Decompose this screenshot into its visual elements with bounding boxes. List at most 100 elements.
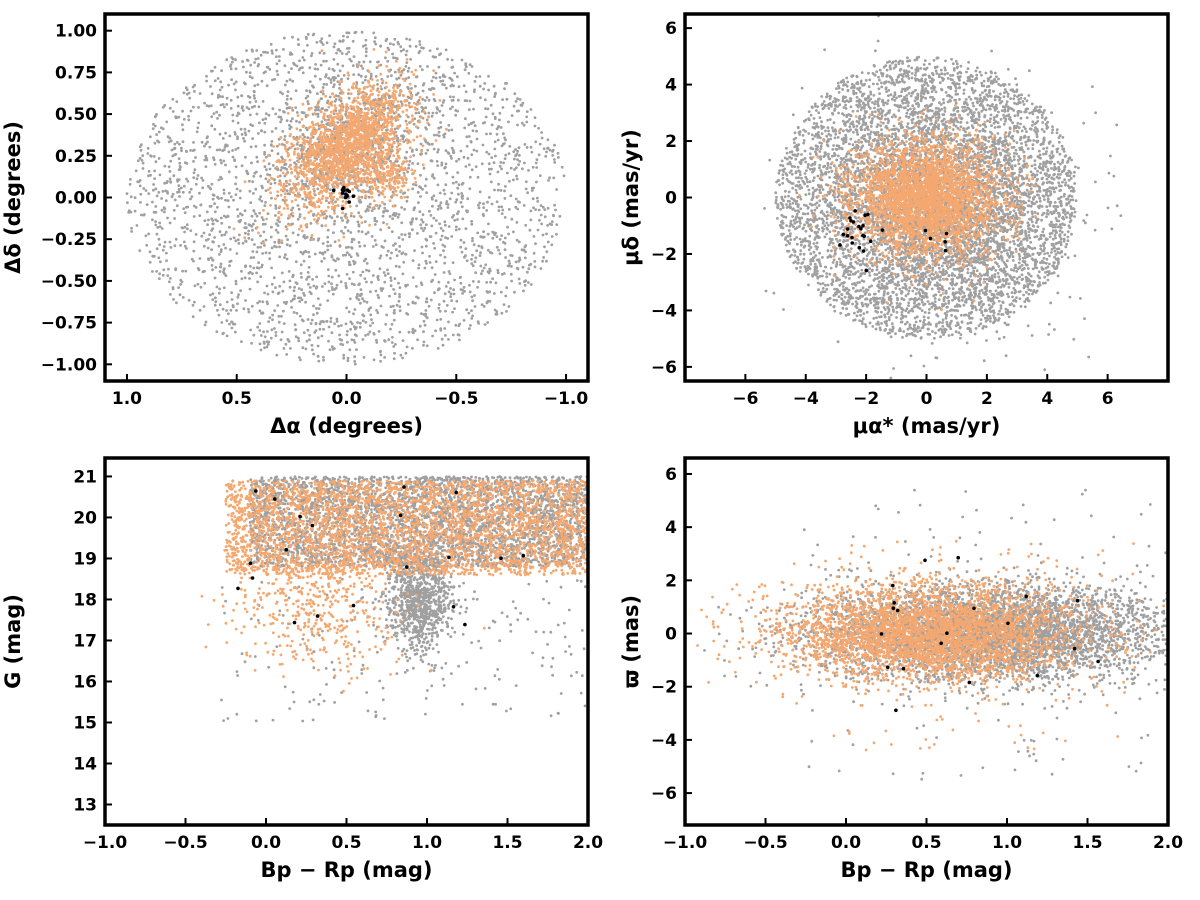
data-point xyxy=(438,99,442,102)
data-point xyxy=(248,223,252,227)
data-point xyxy=(397,70,401,74)
data-point xyxy=(299,250,303,254)
data-point xyxy=(325,118,328,122)
data-point xyxy=(280,239,283,243)
data-point xyxy=(151,127,155,130)
data-point xyxy=(253,243,256,246)
data-point xyxy=(386,249,390,253)
data-point xyxy=(375,341,379,344)
data-point xyxy=(418,95,422,99)
data-point xyxy=(337,47,341,51)
data-point xyxy=(468,327,471,330)
data-point xyxy=(324,209,328,213)
data-point xyxy=(378,126,382,129)
data-point xyxy=(274,334,278,337)
data-point xyxy=(318,327,322,331)
data-point xyxy=(263,130,267,134)
data-point xyxy=(250,214,254,218)
data-point xyxy=(562,174,566,178)
data-point xyxy=(415,75,419,79)
data-point xyxy=(330,103,333,107)
data-point xyxy=(324,136,328,140)
data-point xyxy=(404,119,408,123)
data-point xyxy=(470,65,474,68)
data-point xyxy=(230,298,234,301)
data-point xyxy=(276,144,279,148)
data-point xyxy=(294,328,298,331)
data-point xyxy=(383,280,387,284)
data-point xyxy=(405,108,409,112)
data-point xyxy=(321,92,325,96)
data-point xyxy=(311,84,314,88)
data-point xyxy=(513,92,517,96)
data-point xyxy=(366,172,370,176)
data-point xyxy=(291,211,294,215)
data-point xyxy=(477,206,481,210)
data-point xyxy=(303,203,306,206)
data-point xyxy=(370,209,374,213)
data-point xyxy=(361,270,365,274)
data-point xyxy=(408,235,411,239)
data-point xyxy=(346,340,349,344)
data-point xyxy=(154,205,158,208)
data-point xyxy=(470,295,474,299)
data-point xyxy=(247,271,251,275)
data-point xyxy=(283,83,287,87)
data-point xyxy=(319,214,322,217)
data-point xyxy=(300,147,304,150)
data-point xyxy=(339,106,343,109)
data-point xyxy=(383,138,387,142)
data-point xyxy=(503,87,506,91)
data-point xyxy=(403,207,406,211)
data-point xyxy=(211,258,215,262)
data-point xyxy=(284,342,288,346)
data-point xyxy=(357,63,360,67)
data-point xyxy=(369,118,373,122)
data-point xyxy=(503,189,506,193)
data-point xyxy=(503,216,507,219)
data-point xyxy=(510,217,514,221)
data-point xyxy=(263,291,266,295)
data-point xyxy=(411,228,414,232)
data-point xyxy=(295,311,299,315)
data-point xyxy=(483,82,487,85)
data-point xyxy=(462,241,466,244)
data-point xyxy=(336,114,340,117)
data-point xyxy=(270,49,274,53)
data-point xyxy=(178,161,182,165)
data-point xyxy=(379,135,383,139)
data-point xyxy=(414,68,418,72)
data-point xyxy=(211,292,215,296)
data-point xyxy=(528,228,532,232)
data-point xyxy=(398,309,402,313)
data-point xyxy=(248,75,252,78)
data-point xyxy=(363,111,366,115)
data-point xyxy=(490,123,494,127)
data-point xyxy=(407,66,411,70)
data-point xyxy=(340,52,344,55)
data-point xyxy=(434,199,438,203)
data-point xyxy=(291,186,295,190)
data-point xyxy=(445,86,448,90)
data-point xyxy=(337,94,340,98)
data-point xyxy=(189,109,193,113)
data-point xyxy=(514,100,518,103)
data-point xyxy=(263,121,267,125)
data-point xyxy=(327,105,331,109)
data-point xyxy=(228,322,231,326)
data-point xyxy=(347,173,351,176)
data-point xyxy=(452,292,456,296)
data-point xyxy=(542,256,545,259)
data-point xyxy=(437,306,441,310)
data-point xyxy=(140,159,144,162)
data-point xyxy=(372,199,376,203)
data-point xyxy=(218,113,221,117)
data-point xyxy=(459,238,463,242)
data-point xyxy=(322,189,326,192)
data-point xyxy=(503,157,507,161)
data-point xyxy=(276,152,280,156)
data-point xyxy=(155,133,159,137)
data-point xyxy=(174,268,178,272)
data-point xyxy=(236,111,240,115)
data-point xyxy=(392,211,396,215)
